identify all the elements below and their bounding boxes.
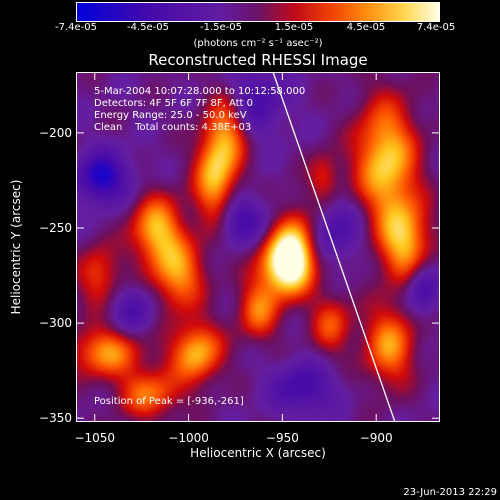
limb-line	[272, 72, 396, 422]
detectors-info: Detectors: 4F 5F 6F 7F 8F, Att 0	[94, 98, 254, 109]
colorbar-tick: -1.5e-05	[200, 22, 242, 33]
energy-range: Energy Range: 25.0 - 50.0 keV	[94, 110, 247, 121]
date-stamp: 23-Jun-2013 22:29	[403, 487, 497, 498]
y-axis-label: Heliocentric Y (arcsec)	[9, 179, 23, 315]
y-tick-label: −200	[39, 125, 72, 140]
heatmap-image	[76, 72, 440, 422]
peak-position: Position of Peak = [-936,-261]	[94, 396, 244, 407]
colorbar-units: (photons cm⁻² s⁻¹ asec⁻²)	[193, 38, 323, 49]
x-tick-label: −1050	[74, 431, 116, 445]
colorbar-tick: 4.5e-05	[346, 22, 386, 33]
x-tick-label: −950	[265, 431, 299, 445]
observation-time: 5-Mar-2004 10:07:28.000 to 10:12:58.000	[94, 86, 306, 97]
y-tick-label: −300	[39, 316, 72, 331]
colorbar-tick: -7.4e-05	[55, 22, 97, 33]
clean-counts: Clean Total counts: 4.38E+03	[94, 122, 252, 133]
y-tick-label: −350	[39, 411, 72, 426]
x-tick-label: −1000	[168, 431, 209, 445]
x-axis-label: Heliocentric X (arcsec)	[190, 446, 326, 460]
y-tick-label: −250	[39, 220, 72, 235]
colorbar-tick: 1.5e-05	[274, 22, 314, 33]
x-tick-label: −900	[359, 431, 393, 445]
colorbar-tick: -4.5e-05	[127, 22, 169, 33]
colorbar-tick: 7.4e-05	[416, 22, 456, 33]
plot-overlay	[76, 72, 440, 422]
chart-title: Reconstructed RHESSI Image	[148, 51, 368, 69]
colorbar	[76, 2, 440, 22]
